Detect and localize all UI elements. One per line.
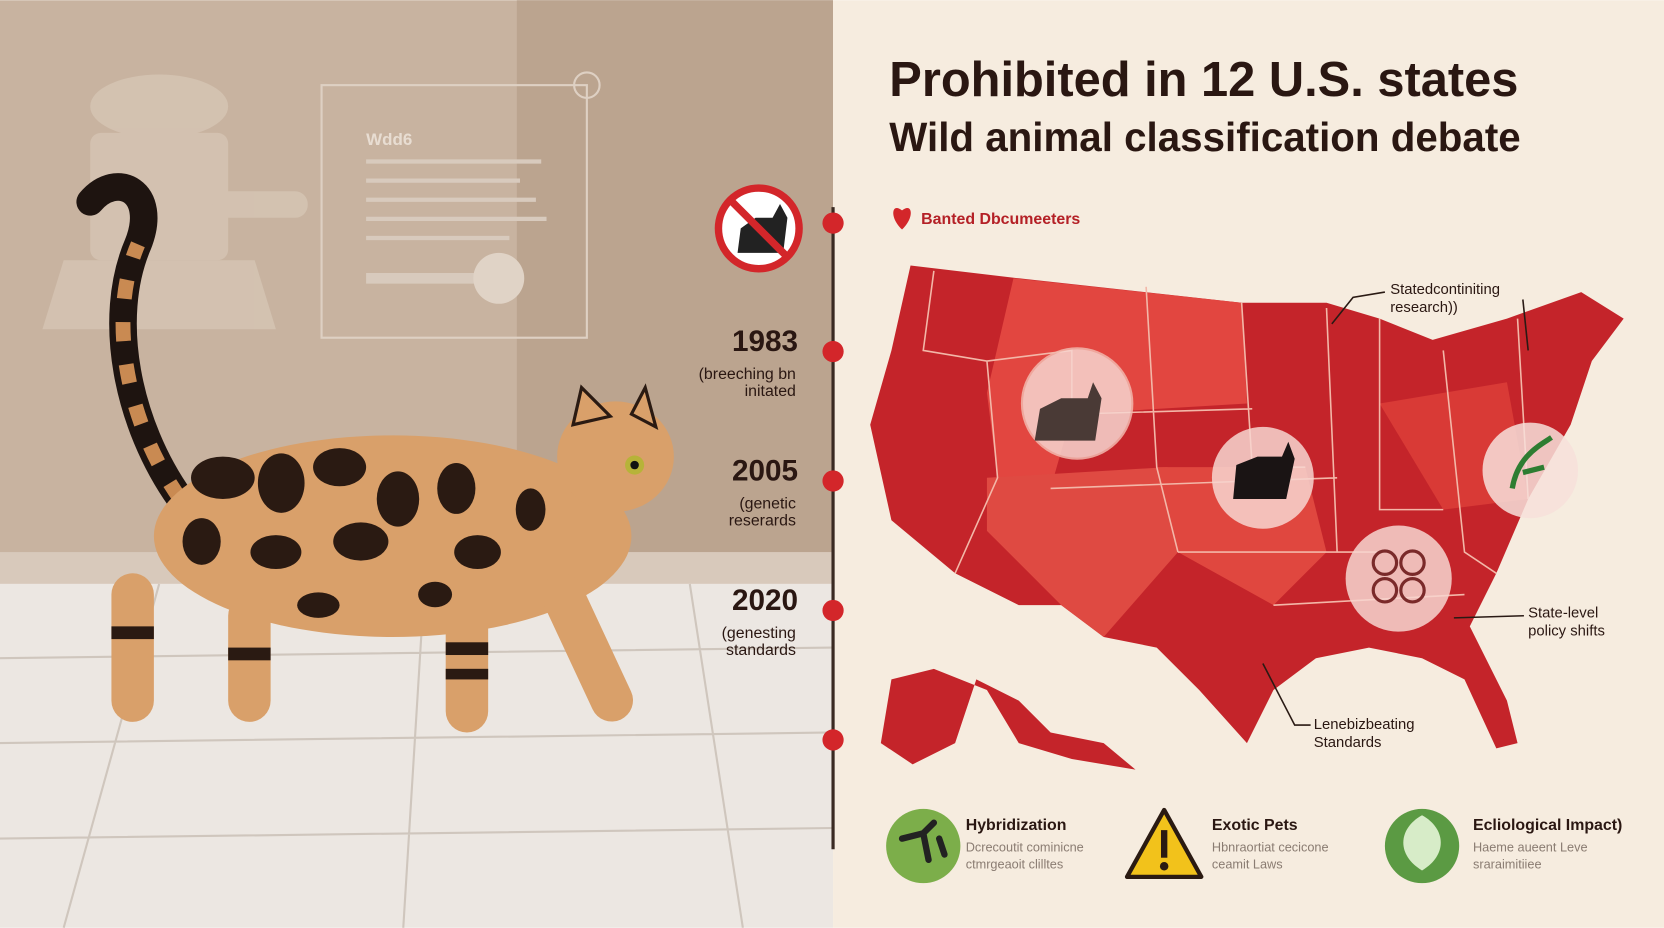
- map-annotation: State-level: [1528, 606, 1598, 622]
- floor-tiles: [0, 583, 834, 928]
- footer-text: ctmrgeaoit clilltes: [966, 857, 1064, 872]
- footer-title: Ecliological Impact): [1473, 817, 1622, 834]
- panel-knob: [473, 252, 525, 304]
- timeline-note: (breeching bn: [699, 366, 796, 383]
- map-annotation: research)): [1390, 300, 1458, 316]
- timeline-dot: [822, 599, 844, 622]
- footer-text: Hbnraortiat cecicone: [1212, 840, 1329, 855]
- timeline-note: reserards: [729, 513, 796, 530]
- timeline-dot: [822, 212, 844, 234]
- legend-label: Banted Dbcumeeters: [921, 211, 1080, 228]
- footer-text: sraraimitiiee: [1473, 857, 1542, 872]
- map-annotation: Standards: [1314, 735, 1382, 751]
- timeline-note: initated: [745, 383, 796, 400]
- map-annotation: Statedcontiniting: [1390, 282, 1500, 298]
- timeline-dot: [822, 470, 844, 492]
- panel-label: Wdd6: [366, 130, 412, 149]
- legend-heart: [893, 207, 911, 230]
- footer-title: Hybridization: [966, 817, 1067, 834]
- footer-title: Exotic Pets: [1212, 817, 1298, 834]
- panel-card: [320, 84, 588, 339]
- panel-dot: [573, 71, 601, 99]
- lamp-silhouette: [42, 74, 308, 330]
- subtitle: Wild animal classification debate: [889, 114, 1520, 160]
- annotations: Statedcontiniting research)) State-level po…: [1314, 282, 1605, 751]
- footer: Hybridization Dcrecoutit cominicne ctmrgea…: [966, 817, 1623, 871]
- footer-text: Haeme aueent Leve: [1473, 840, 1588, 855]
- panel-lines: [366, 159, 547, 284]
- cat-illustration: [76, 173, 674, 733]
- map-annotation: Lenebizbeating: [1314, 717, 1415, 733]
- timeline-dot: [822, 729, 844, 751]
- map-icons: [1020, 347, 1579, 632]
- timeline-year: 2005: [732, 454, 798, 487]
- timeline-year: 1983: [732, 325, 798, 358]
- footer-icons: [886, 807, 1460, 884]
- map-annotation: policy shifts: [1528, 624, 1605, 640]
- footer-text: ceamit Laws: [1212, 857, 1283, 872]
- timeline-note: (genetic: [739, 496, 796, 513]
- timeline-note: standards: [726, 642, 796, 659]
- title: Prohibited in 12 U.S. states: [889, 53, 1518, 107]
- timeline-note: (genesting: [722, 625, 796, 642]
- timeline-year: 2020: [732, 584, 798, 617]
- ban-icon: [714, 184, 803, 273]
- annotation-leaders: [1262, 291, 1529, 726]
- footer-text: Dcrecoutit cominicne: [966, 840, 1084, 855]
- timeline-dot: [822, 340, 844, 363]
